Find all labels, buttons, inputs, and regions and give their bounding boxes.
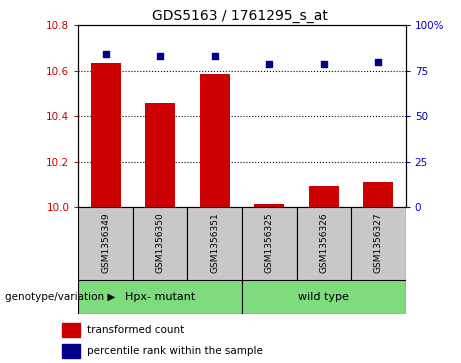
Text: genotype/variation ▶: genotype/variation ▶ — [5, 292, 115, 302]
Text: GSM1356351: GSM1356351 — [210, 213, 219, 273]
Bar — [242, 280, 406, 314]
Bar — [91, 63, 121, 207]
Point — [157, 53, 164, 59]
Text: transformed count: transformed count — [87, 325, 184, 335]
Bar — [62, 344, 80, 358]
Bar — [309, 187, 339, 207]
Bar — [351, 207, 406, 280]
Text: wild type: wild type — [298, 292, 349, 302]
Bar — [145, 102, 175, 207]
Text: GSM1356326: GSM1356326 — [319, 213, 328, 273]
Bar — [62, 323, 80, 337]
Bar — [78, 207, 133, 280]
Bar — [200, 74, 230, 207]
Bar — [133, 207, 188, 280]
Bar — [78, 280, 242, 314]
Text: GSM1356325: GSM1356325 — [265, 213, 274, 273]
Bar — [363, 182, 393, 207]
Text: Hpx- mutant: Hpx- mutant — [125, 292, 195, 302]
Point — [320, 61, 327, 66]
Point — [375, 59, 382, 65]
Bar — [188, 207, 242, 280]
Point — [102, 52, 109, 57]
Text: GDS5163 / 1761295_s_at: GDS5163 / 1761295_s_at — [152, 9, 328, 23]
Text: percentile rank within the sample: percentile rank within the sample — [87, 346, 263, 356]
Bar — [254, 204, 284, 207]
Text: GSM1356350: GSM1356350 — [156, 213, 165, 273]
Point — [266, 61, 273, 66]
Point — [211, 53, 219, 59]
Bar — [242, 207, 296, 280]
Text: GSM1356349: GSM1356349 — [101, 213, 110, 273]
Bar — [296, 207, 351, 280]
Text: GSM1356327: GSM1356327 — [374, 213, 383, 273]
